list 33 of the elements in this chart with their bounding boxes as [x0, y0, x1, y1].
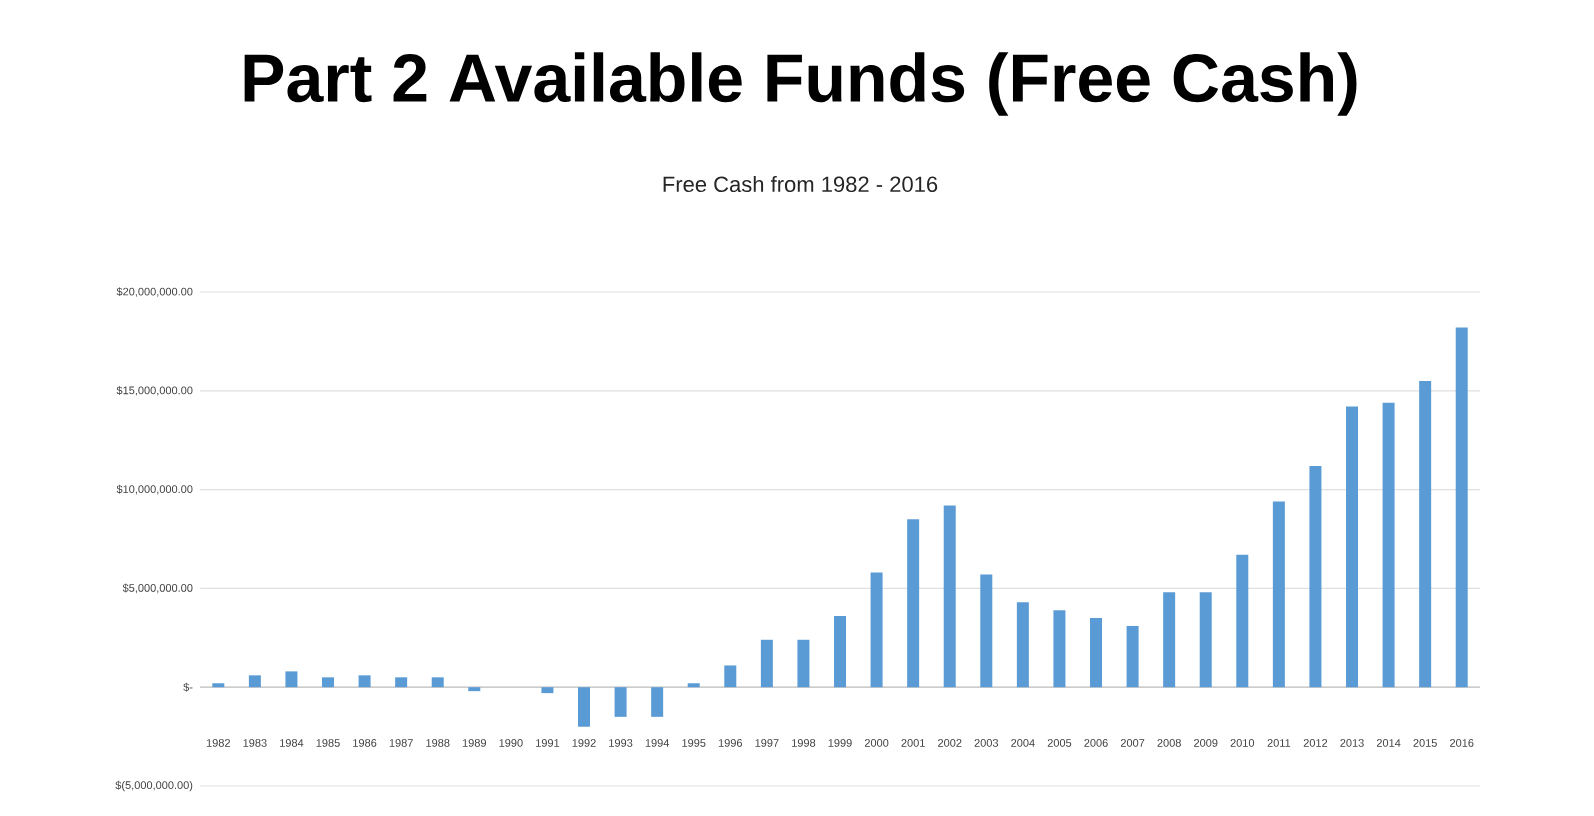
bar [541, 687, 554, 694]
bar [1346, 406, 1359, 688]
bar [285, 671, 298, 688]
bar [1309, 465, 1322, 688]
bar [797, 639, 810, 688]
bar [943, 505, 956, 688]
bar [1382, 402, 1395, 688]
bar [1272, 501, 1285, 688]
chart-title: Part 2 Available Funds (Free Cash) [244, 52, 1357, 116]
bar [980, 574, 993, 688]
bar [1016, 602, 1029, 688]
bar [760, 639, 773, 688]
bar [651, 687, 664, 717]
bar [724, 665, 737, 688]
bar [907, 519, 920, 688]
bar [578, 687, 591, 727]
bar [834, 616, 847, 688]
bar [870, 572, 883, 688]
bar [1053, 610, 1066, 688]
bar [358, 675, 371, 688]
bar [614, 687, 627, 717]
bar [1163, 592, 1176, 688]
bar [322, 677, 335, 688]
bar [431, 677, 444, 688]
bar [395, 677, 408, 688]
bar [1090, 618, 1103, 688]
bar [248, 675, 261, 688]
bar [1455, 327, 1468, 688]
bar [1199, 592, 1212, 688]
chart-subtitle: Free Cash from 1982 - 2016 [663, 175, 938, 193]
bar [1236, 554, 1249, 688]
bar [1126, 625, 1139, 688]
bar [1419, 380, 1432, 688]
